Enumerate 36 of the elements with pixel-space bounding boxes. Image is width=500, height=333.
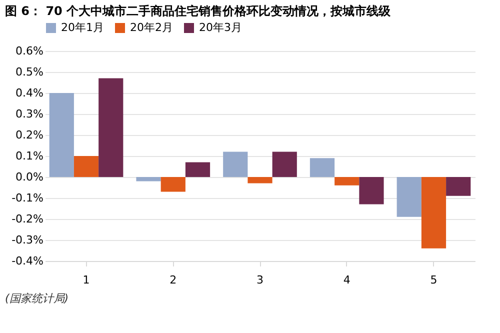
x-tick-label: 1 xyxy=(82,274,90,286)
bar xyxy=(160,177,186,192)
legend-label: 20年2月 xyxy=(130,21,173,34)
y-tick-label: 0.6% xyxy=(16,44,44,58)
chart-title: 图 6： 70 个大中城市二手商品住宅销售价格环比变动情况，按城市线级 xyxy=(5,4,392,18)
bar xyxy=(49,93,74,177)
bar xyxy=(359,177,384,204)
y-tick-label: -0.2% xyxy=(12,212,44,226)
bar xyxy=(272,152,297,177)
y-tick-label: 0.5% xyxy=(16,66,44,78)
x-tick-label: 2 xyxy=(170,274,177,286)
bar xyxy=(185,162,210,177)
x-tick-label: 4 xyxy=(343,274,350,286)
bar xyxy=(74,156,99,177)
y-tick-label: 0.3% xyxy=(16,108,44,120)
text: (国家统计局) xyxy=(5,292,69,305)
bar xyxy=(223,152,248,177)
y-tick-label: -0.3% xyxy=(12,234,44,246)
bar xyxy=(248,177,272,184)
y-tick-label: -0.4% xyxy=(12,254,44,268)
bar xyxy=(334,177,360,186)
bar xyxy=(421,177,446,248)
bar xyxy=(136,177,161,182)
legend-label: 20年3月 xyxy=(199,21,242,34)
bar xyxy=(446,177,471,196)
bar xyxy=(310,158,335,177)
y-tick-label: 0.2% xyxy=(16,128,44,142)
x-tick-label: 5 xyxy=(430,274,438,286)
x-tick-label: 3 xyxy=(256,274,264,286)
y-tick-label: 0.0% xyxy=(16,170,44,184)
legend-label: 20年1月 xyxy=(61,21,104,34)
bar xyxy=(396,177,422,217)
bar xyxy=(98,78,124,177)
y-tick-label: 0.4% xyxy=(16,86,44,100)
y-tick-label: 0.1% xyxy=(16,150,44,162)
y-tick-label: -0.1% xyxy=(12,192,44,204)
